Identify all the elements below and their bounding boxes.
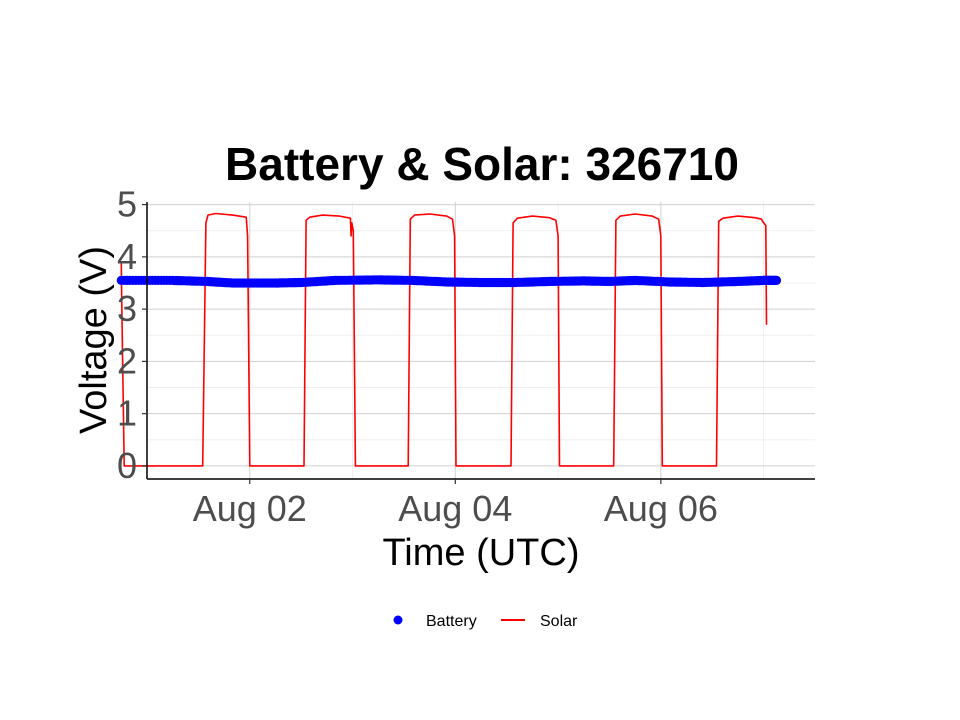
y-tick-label: 5 xyxy=(117,184,137,225)
y-tick-label: 0 xyxy=(117,445,137,486)
y-tick-label: 4 xyxy=(117,236,137,277)
x-tick-label: Aug 06 xyxy=(604,488,718,529)
chart-title: Battery & Solar: 326710 xyxy=(225,138,739,190)
battery-series xyxy=(116,275,782,288)
legend-solar-label: Solar xyxy=(540,613,578,630)
solar-series xyxy=(120,212,768,467)
chart-legend: Battery Solar xyxy=(393,613,578,630)
y-tick-label: 3 xyxy=(117,288,137,329)
y-tick-label: 2 xyxy=(117,340,137,381)
legend-battery-icon xyxy=(393,615,403,625)
x-axis-title: Time (UTC) xyxy=(383,532,580,574)
y-axis-title: Voltage (V) xyxy=(73,246,115,434)
y-tick-label: 1 xyxy=(117,393,137,434)
battery-point xyxy=(771,275,782,285)
x-axis-ticks: Aug 02 Aug 04 Aug 06 xyxy=(193,479,718,529)
solar-line xyxy=(120,212,768,467)
x-tick-label: Aug 04 xyxy=(398,488,512,529)
y-axis-ticks: 0 1 2 3 4 5 xyxy=(117,184,147,486)
x-tick-label: Aug 02 xyxy=(193,488,307,529)
legend-battery-label: Battery xyxy=(426,613,477,630)
